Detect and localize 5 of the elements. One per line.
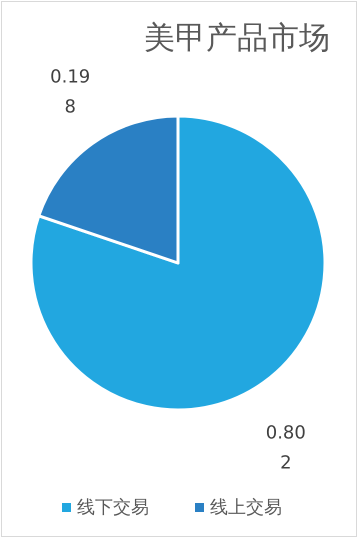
data-label: 0.19 8 xyxy=(50,66,90,118)
legend-label: 线上交易 xyxy=(210,497,282,518)
data-label: 0.80 2 xyxy=(266,422,306,474)
chart-title: 美甲产品市场 xyxy=(144,20,330,56)
legend-label: 线下交易 xyxy=(77,497,149,518)
